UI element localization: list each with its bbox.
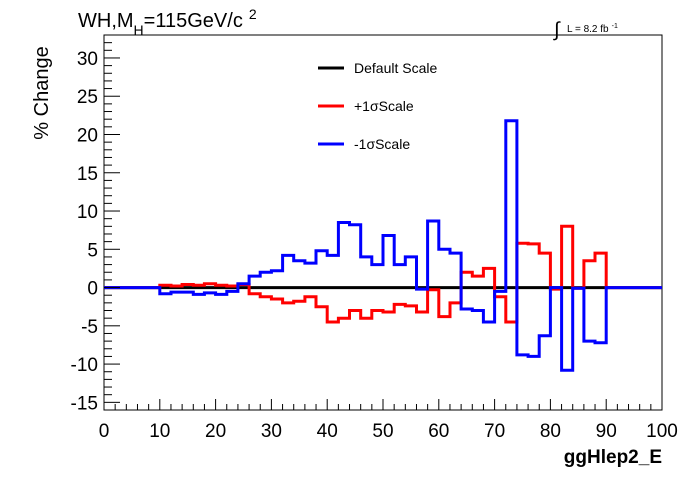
- x-tick-label: 20: [205, 421, 226, 442]
- x-tick-label: 40: [317, 421, 338, 442]
- legend-entry: +1σScale: [354, 98, 414, 114]
- y-tick-label: 0: [87, 279, 98, 300]
- legend: Default Scale +1σScale -1σScale: [318, 60, 437, 152]
- x-tick-label: 80: [540, 421, 561, 442]
- chart-title: WH,MH=115GeV/c 2: [78, 6, 257, 38]
- series-layer: [104, 119, 662, 372]
- title-superscript: 2: [249, 6, 257, 22]
- x-tick-label: 10: [149, 421, 170, 442]
- x-tick-label: 50: [372, 421, 393, 442]
- x-tick-label: 70: [484, 421, 505, 442]
- title-rest: =115GeV/c: [144, 10, 243, 32]
- series-line-1: [104, 224, 662, 324]
- legend-entry: Default Scale: [354, 60, 437, 76]
- y-tick-label: 25: [77, 87, 98, 108]
- y-tick-label: 20: [77, 125, 98, 146]
- y-tick-label: 30: [77, 49, 98, 70]
- y-tick-label: 5: [87, 240, 98, 261]
- y-tick-label: 10: [77, 202, 98, 223]
- y-tick-label: -15: [71, 393, 98, 414]
- x-tick-label: 100: [646, 421, 678, 442]
- luminosity-label: L = 8.2 fb -1: [567, 23, 618, 35]
- luminosity-superscript: -1: [612, 23, 618, 30]
- integral-sign: ∫: [553, 19, 561, 41]
- x-tick-label: 0: [99, 421, 110, 442]
- y-tick-label: 15: [77, 164, 98, 185]
- series-line-2: [104, 119, 662, 372]
- title-subscript: H: [134, 22, 144, 38]
- x-tick-label: 30: [261, 421, 282, 442]
- y-axis-label: % Change: [31, 46, 53, 139]
- y-tick-label: -10: [71, 355, 98, 376]
- y-tick-label: -5: [81, 317, 98, 338]
- x-tick-label: 90: [596, 421, 617, 442]
- title-main: WH,M: [78, 10, 134, 32]
- plot-frame: [103, 34, 663, 411]
- x-axis: 0 10 20 30 40 50 60 70 80 90 100: [99, 399, 678, 442]
- luminosity-text: L = 8.2 fb: [567, 24, 609, 35]
- legend-entry: -1σScale: [354, 136, 410, 152]
- y-axis: -15 -10 -5 0 5 10 15 20 25 30: [71, 34, 120, 414]
- x-tick-label: 60: [428, 421, 449, 442]
- x-axis-label: ggHlep2_E: [564, 447, 662, 468]
